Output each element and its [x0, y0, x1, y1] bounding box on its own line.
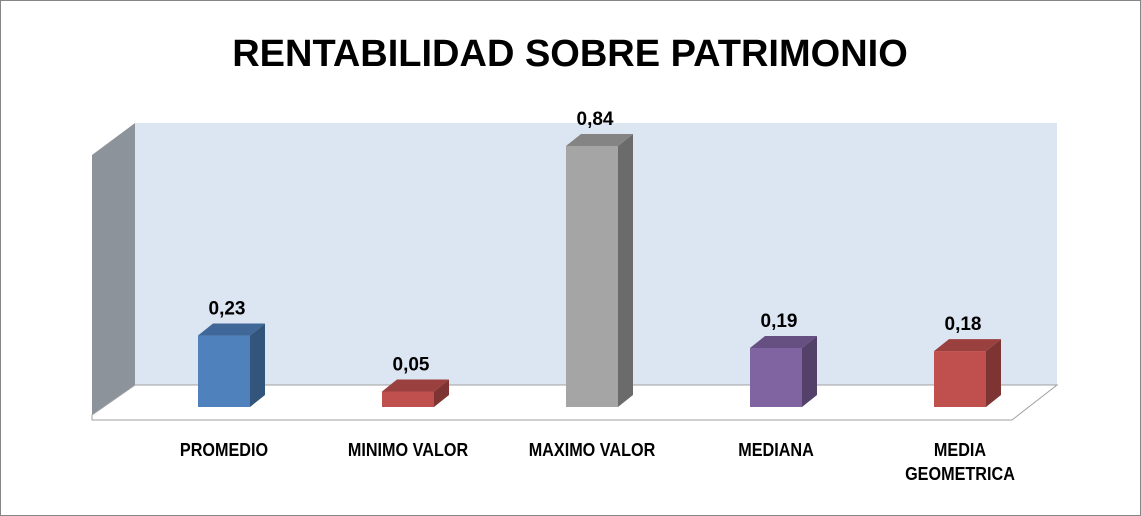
bar — [198, 335, 250, 407]
bar — [382, 391, 434, 407]
value-label: 0,05 — [393, 354, 430, 375]
bar — [566, 146, 618, 407]
value-label: 0,19 — [761, 311, 798, 332]
value-label: 0,18 — [945, 314, 982, 335]
bar-top — [934, 339, 1001, 352]
chart-title: RENTABILIDAD SOBRE PATRIMONIO — [232, 33, 908, 75]
bar-top — [382, 379, 449, 392]
bar-top — [750, 335, 817, 348]
value-label: 0,84 — [577, 109, 614, 130]
x-tick-label: MEDIANA — [738, 440, 814, 460]
bar-top — [566, 134, 633, 146]
x-tick-label: MINIMO VALOR — [347, 440, 469, 460]
x-tick-label: MEDIA GEOMETRICA — [905, 440, 1015, 484]
bar-side — [986, 339, 1001, 407]
x-tick-label: PROMEDIO — [179, 440, 269, 460]
bar-side — [802, 335, 817, 407]
value-label: 0,23 — [209, 299, 246, 320]
side-wall — [92, 123, 135, 415]
bar-side — [618, 134, 633, 407]
bar-side — [434, 379, 449, 407]
bar-top — [198, 323, 265, 336]
bar — [750, 347, 802, 407]
x-tick-label: MAXIMO VALOR — [528, 440, 656, 460]
bar-side — [250, 323, 265, 407]
bar — [934, 351, 986, 407]
